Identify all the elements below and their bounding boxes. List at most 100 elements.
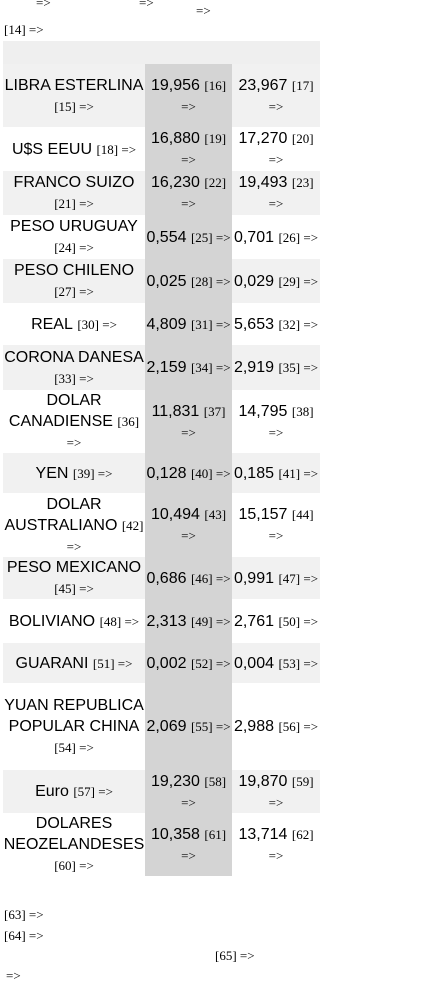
buy-cell: 2,069 [55] => (145, 683, 232, 770)
table-row: LIBRA ESTERLINA [15] => 19,956 [16] => 23,… (3, 64, 320, 127)
ref-link[interactable]: [37] => (181, 403, 226, 440)
ref-link[interactable]: [17] => (268, 77, 314, 114)
buy-rate: 0,128 (146, 464, 187, 482)
sell-cell: 0,185 [41] => (232, 453, 320, 493)
table-row: PESO MEXICANO [45] => 0,686 [46] => 0,991 … (3, 557, 320, 599)
currency-cell: Euro [57] => (3, 770, 145, 813)
ref-link[interactable]: [26] => (278, 229, 319, 245)
ref-link[interactable]: [65] => (215, 948, 255, 963)
sell-cell: 17,270 [20] => (232, 127, 320, 171)
buy-rate: 10,358 (150, 825, 200, 843)
buy-rate: 0,002 (146, 654, 187, 672)
ref-link[interactable]: [30] => (77, 316, 117, 332)
sell-rate: 2,761 (233, 612, 274, 630)
buy-rate: 10,494 (150, 506, 200, 523)
buy-cell: 16,880 [19] => (145, 127, 232, 171)
ref-link[interactable]: [44] => (268, 507, 314, 543)
currency-name: YUAN REPUBLICA POPULAR CHINA (4, 697, 144, 735)
table-row: PESO URUGUAY [24] => 0,554 [25] => 0,701 [… (3, 215, 320, 259)
buy-cell: 10,494 [43] => (145, 493, 232, 557)
ref-link[interactable]: [50] => (278, 613, 319, 629)
ref-link[interactable]: [36] => (66, 414, 140, 450)
ref-fragment[interactable]: => (36, 0, 51, 10)
currency-cell: REAL [30] => (3, 303, 145, 345)
ref-link[interactable]: [35] => (278, 360, 319, 375)
currency-cell: GUARANI [51] => (3, 643, 145, 683)
ref-link[interactable]: [60] => (54, 858, 94, 873)
ref-link[interactable]: [42] => (66, 517, 144, 554)
ref-fragment[interactable]: => (196, 3, 211, 18)
currency-name: DOLARES NEOZELANDESES (3, 815, 145, 853)
ref-link[interactable]: [43] => (181, 507, 227, 543)
buy-cell: 10,358 [61] => (145, 813, 232, 876)
currency-cell: U$S EEUU [18] => (3, 127, 145, 171)
sell-cell: 13,714 [62] => (232, 813, 320, 876)
buy-cell: 16,230 [22] => (145, 171, 232, 215)
ref-link[interactable]: [55] => (190, 719, 231, 734)
ref-link[interactable]: [52] => (190, 655, 231, 671)
ref-link[interactable]: [48] => (99, 613, 140, 629)
buy-cell: 2,159 [34] => (145, 345, 232, 390)
buy-rate: 4,809 (146, 315, 187, 333)
table-header-row (3, 41, 320, 64)
sell-rate: 19,493 (238, 174, 288, 191)
buy-rate: 2,159 (146, 359, 187, 376)
ref-link[interactable]: [62] => (268, 826, 314, 863)
ref-link[interactable]: [63] => (4, 907, 44, 922)
currency-cell: YUAN REPUBLICA POPULAR CHINA [54] => (3, 683, 145, 770)
sell-cell: 23,967 [17] => (232, 64, 320, 127)
buy-cell: 11,831 [37] => (145, 390, 232, 453)
ref-link[interactable]: [39] => (72, 465, 113, 481)
ref-link[interactable]: [16] => (181, 77, 227, 114)
buy-cell: 0,686 [46] => (145, 557, 232, 599)
ref-link[interactable]: [25] => (190, 229, 231, 245)
ref-link[interactable]: [22] => (181, 175, 227, 211)
ref-link[interactable]: [51] => (92, 655, 133, 671)
ref-link[interactable]: [20] => (268, 131, 314, 167)
ref-link[interactable]: [53] => (278, 655, 319, 671)
table-row: YUAN REPUBLICA POPULAR CHINA [54] => 2,06… (3, 683, 320, 770)
buy-cell: 0,025 [28] => (145, 259, 232, 303)
ref-link[interactable]: [15] => (54, 98, 94, 114)
sell-rate: 0,991 (233, 569, 274, 587)
header-cell (3, 41, 145, 64)
ref-link[interactable]: [38] => (268, 403, 314, 440)
ref-link[interactable]: [45] => (54, 581, 94, 596)
ref-link[interactable]: [57] => (73, 784, 113, 799)
sell-cell: 2,988 [56] => (232, 683, 320, 770)
ref-link[interactable]: [54] => (54, 740, 94, 755)
ref-link[interactable]: [14] => (4, 22, 44, 37)
buy-rate: 19,230 (150, 772, 200, 790)
ref-link[interactable]: [27] => (54, 284, 94, 299)
ref-link[interactable]: [32] => (278, 316, 319, 332)
ref-link[interactable]: [64] => (4, 928, 44, 943)
ref-link[interactable]: [21] => (54, 196, 94, 211)
ref-link[interactable]: [47] => (278, 570, 319, 586)
table-row: GUARANI [51] => 0,002 [52] => 0,004 [53] =… (3, 643, 320, 683)
ref-fragment[interactable]: => (139, 0, 154, 10)
ref-link[interactable]: [40] => (190, 465, 231, 481)
ref-link[interactable]: [18] => (96, 141, 137, 157)
sell-rate: 0,029 (233, 272, 274, 290)
ref-link[interactable]: [56] => (278, 719, 319, 734)
ref-link[interactable]: [46] => (190, 570, 231, 586)
ref-fragment[interactable]: => (6, 968, 21, 983)
ref-link[interactable]: [28] => (190, 273, 231, 289)
sell-rate: 2,988 (233, 718, 274, 735)
ref-link[interactable]: [34] => (190, 360, 231, 375)
ref-link[interactable]: [33] => (54, 370, 94, 386)
ref-link[interactable]: [31] => (190, 316, 231, 332)
ref-link[interactable]: [19] => (181, 131, 227, 167)
ref-link[interactable]: [23] => (268, 175, 314, 211)
ref-link[interactable]: [41] => (278, 465, 319, 481)
currency-name: Euro (35, 783, 69, 800)
currency-cell: BOLIVIANO [48] => (3, 599, 145, 643)
buy-rate: 19,956 (150, 76, 200, 94)
ref-link[interactable]: [29] => (278, 273, 319, 289)
ref-link[interactable]: [58] => (181, 773, 227, 810)
sell-rate: 0,701 (233, 228, 274, 246)
ref-link[interactable]: [49] => (190, 613, 231, 629)
ref-link[interactable]: [59] => (268, 773, 314, 810)
ref-link[interactable]: [24] => (54, 240, 94, 255)
ref-link[interactable]: [61] => (181, 826, 227, 863)
